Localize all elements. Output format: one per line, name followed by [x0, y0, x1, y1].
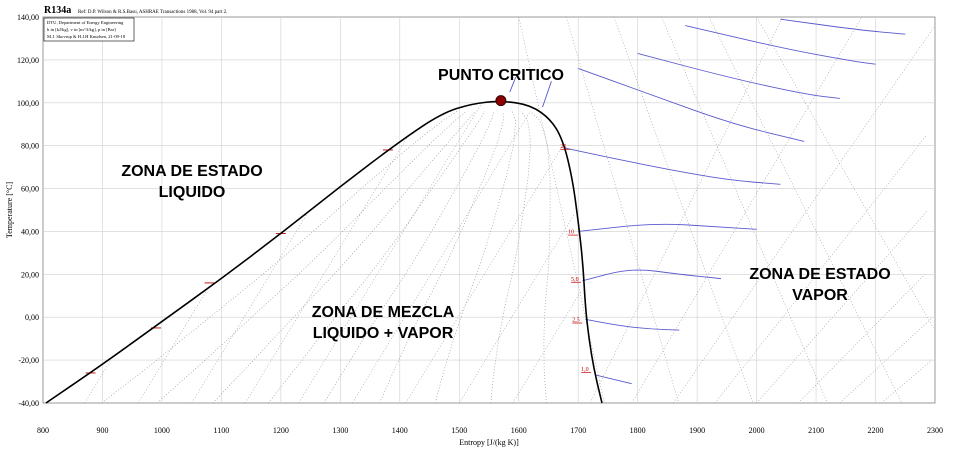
- vapor-zone-label: VAPOR: [792, 287, 848, 304]
- vapor-dotted-line: [756, 209, 929, 404]
- isobar-line: [595, 374, 632, 385]
- quality-line: [379, 111, 504, 404]
- y-tick-label: 140,00: [17, 13, 39, 22]
- quality-line: [156, 111, 467, 404]
- quality-line: [530, 111, 551, 404]
- isobar-line: [563, 147, 781, 185]
- x-axis-label: Entropy [J/(kg K)]: [459, 438, 519, 447]
- isobar-line: [685, 25, 876, 65]
- isobar-line: [585, 318, 680, 331]
- critical-point-label: PUNTO CRITICO: [438, 67, 564, 84]
- plot-area: [42, 16, 936, 404]
- x-tick-label: 1400: [392, 426, 408, 435]
- x-tick-label: 1200: [273, 426, 289, 435]
- x-tick-label: 1100: [214, 426, 230, 435]
- pressure-label: 25: [560, 144, 566, 150]
- isobar-line: [780, 18, 906, 35]
- vapor-dotted-line: [798, 274, 926, 404]
- x-tick-label: 1500: [451, 426, 467, 435]
- chart-reference: Ref: D.P. Wilson & R.S.Basu, ASHRAE Tran…: [78, 10, 227, 15]
- x-tick-label: 900: [96, 426, 108, 435]
- info-line: h in [kJ/kg], v in [m^3/kg], p in [Bar]: [47, 27, 116, 33]
- y-tick-label: -40,00: [18, 399, 39, 408]
- isobar-line: [509, 76, 517, 93]
- isobar-lines: [509, 18, 906, 385]
- isobar-line: [582, 269, 721, 282]
- vapor-zone-label: ZONA DE ESTADO: [749, 266, 890, 283]
- x-tick-label: 1300: [332, 426, 348, 435]
- grid-lines: [43, 17, 935, 403]
- y-tick-label: 80,00: [21, 142, 39, 151]
- isochore-line: [191, 214, 308, 404]
- y-tick-label: 20,00: [21, 270, 39, 279]
- vapor-dotted-line: [566, 16, 679, 404]
- quality-line: [490, 111, 531, 404]
- vapor-dotted-line: [839, 317, 933, 404]
- isochore-line: [137, 291, 207, 404]
- y-tick-label: 120,00: [17, 56, 39, 65]
- isochore-line: [512, 291, 582, 404]
- info-box: [43, 17, 135, 42]
- saturation-dome: [45, 100, 603, 404]
- chart-title: R134a: [44, 5, 71, 16]
- vapor-dotted-line: [673, 27, 934, 404]
- liquid-zone-label: ZONA DE ESTADO: [121, 163, 262, 180]
- x-tick-label: 1000: [154, 426, 170, 435]
- isochore-line: [459, 214, 575, 404]
- mixture-zone-label: LIQUIDO + VAPOR: [313, 325, 454, 342]
- pressure-label: 1,0: [581, 367, 589, 373]
- x-tick-labels: 800 900 1000 1100 1200 1300 1400 1500 1600 1700 18…: [37, 426, 943, 435]
- pressure-label: 2,5: [572, 318, 580, 324]
- pressure-label: 10: [568, 230, 574, 236]
- y-tick-label: -20,00: [18, 356, 39, 365]
- x-tick-label: 800: [37, 426, 49, 435]
- info-line: DTU, Department of Energy Engineering: [47, 20, 124, 26]
- isobar-line: [542, 81, 552, 108]
- quality-line: [434, 111, 516, 404]
- isobar-line: [637, 53, 840, 99]
- isochore-line: [405, 145, 563, 404]
- y-tick-label: 0,00: [25, 313, 39, 322]
- x-tick-label: 1700: [570, 426, 586, 435]
- pressure-labels: 1,0 2,5 5,0 10 25: [560, 144, 592, 373]
- critical-point-marker: [495, 95, 507, 107]
- y-tick-label: 40,00: [21, 227, 39, 236]
- isobar-line: [578, 68, 805, 142]
- quality-line: [323, 111, 495, 404]
- info-line: M.J. Skovrup & H.J.H Knudsen, 21-09-18: [47, 34, 126, 40]
- x-tick-label: 1800: [630, 426, 646, 435]
- vapor-dotted-line: [881, 359, 933, 404]
- y-tick-label: 100,00: [17, 99, 39, 108]
- y-tick-labels: -40,00 -20,00 0,00 20,00 40,00 60,00 80,00 100,…: [17, 13, 39, 408]
- y-tick-label: 60,00: [21, 185, 39, 194]
- pressure-label: 5,0: [571, 277, 579, 283]
- x-tick-label: 2300: [927, 426, 943, 435]
- x-tick-label: 2100: [808, 426, 824, 435]
- mixture-zone-label: ZONA DE MEZCLA: [312, 304, 455, 321]
- x-tick-label: 1600: [511, 426, 527, 435]
- isobar-line: [578, 223, 757, 232]
- vapor-dotted-line: [661, 16, 828, 404]
- x-tick-label: 1900: [689, 426, 705, 435]
- dotted-property-lines: [84, 16, 934, 404]
- liquid-zone-label: LIQUIDO: [159, 184, 226, 201]
- y-axis-label: Temperature [°C]: [5, 182, 14, 239]
- x-tick-label: 2200: [868, 426, 884, 435]
- isochore-line: [244, 136, 408, 404]
- x-tick-label: 2000: [749, 426, 765, 435]
